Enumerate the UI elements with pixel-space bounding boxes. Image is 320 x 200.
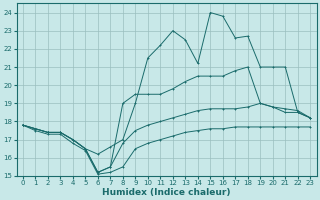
X-axis label: Humidex (Indice chaleur): Humidex (Indice chaleur): [102, 188, 231, 197]
